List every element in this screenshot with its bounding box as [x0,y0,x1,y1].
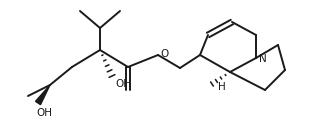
Text: O: O [160,49,168,59]
Text: N: N [259,54,267,64]
Text: H: H [218,82,226,92]
Polygon shape [35,85,50,105]
Text: OH: OH [36,108,52,118]
Text: OH: OH [115,79,131,89]
